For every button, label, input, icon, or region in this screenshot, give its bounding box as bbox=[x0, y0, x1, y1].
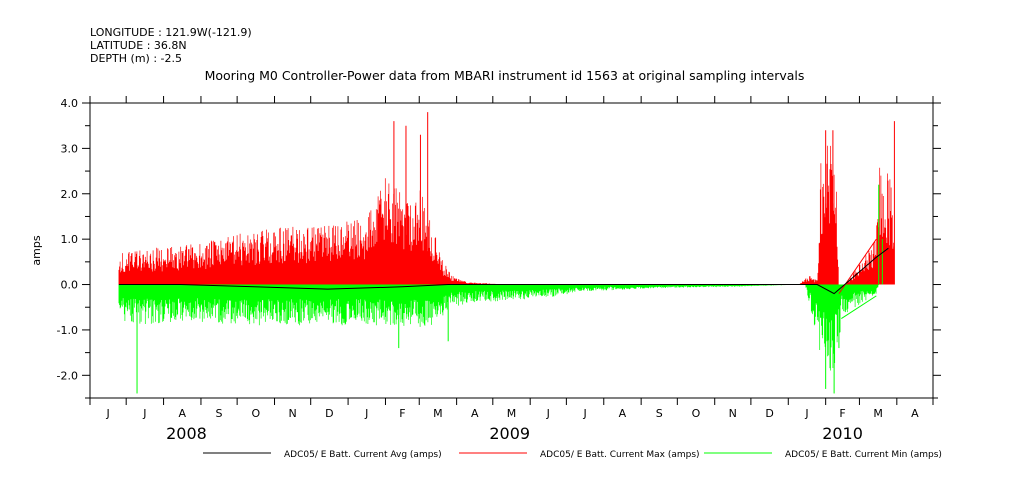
x-month-label: O bbox=[692, 407, 701, 420]
x-month-label: J bbox=[804, 407, 808, 420]
depth-label: DEPTH (m) : -2.5 bbox=[90, 52, 183, 65]
x-month-label: A bbox=[911, 407, 919, 420]
x-month-label: N bbox=[288, 407, 296, 420]
y-tick-label: 0.0 bbox=[61, 279, 79, 292]
x-month-label: D bbox=[765, 407, 773, 420]
y-tick-label: 1.0 bbox=[61, 233, 79, 246]
x-month-label: M bbox=[507, 407, 517, 420]
x-month-label: D bbox=[325, 407, 333, 420]
latitude-label: LATITUDE : 36.8N bbox=[90, 39, 187, 52]
y-axis-label: amps bbox=[30, 235, 43, 265]
x-month-label: A bbox=[619, 407, 627, 420]
x-month-label: J bbox=[105, 407, 109, 420]
x-month-label: F bbox=[399, 407, 405, 420]
chart-title: Mooring M0 Controller-Power data from MB… bbox=[204, 68, 805, 83]
x-year-label: 2008 bbox=[166, 424, 207, 443]
series-min-gap-line bbox=[841, 295, 877, 319]
x-month-label: M bbox=[873, 407, 883, 420]
series-layer bbox=[118, 112, 895, 394]
legend-label: ADC05/ E Batt. Current Min (amps) bbox=[785, 450, 942, 460]
legend-label: ADC05/ E Batt. Current Avg (amps) bbox=[284, 450, 442, 460]
legend-label: ADC05/ E Batt. Current Max (amps) bbox=[540, 450, 700, 460]
x-month-label: J bbox=[582, 407, 586, 420]
x-month-label: J bbox=[364, 407, 368, 420]
x-month-label: M bbox=[433, 407, 443, 420]
x-month-label: O bbox=[251, 407, 260, 420]
x-month-label: J bbox=[142, 407, 146, 420]
x-year-label: 2010 bbox=[822, 424, 863, 443]
x-month-label: S bbox=[656, 407, 663, 420]
y-tick-label: 3.0 bbox=[61, 142, 79, 155]
axes-layer: -2.0 -1.0 0.0 1.0 2.0 3.0 4.0 amps J J A S O N D J F M A M J… bbox=[30, 96, 941, 443]
x-month-label: J bbox=[546, 407, 550, 420]
series-avg-line bbox=[118, 247, 889, 295]
x-month-label: S bbox=[216, 407, 223, 420]
y-tick-label: 2.0 bbox=[61, 188, 79, 201]
x-month-label: F bbox=[839, 407, 845, 420]
x-month-label: A bbox=[471, 407, 479, 420]
plot-border bbox=[89, 102, 934, 399]
y-tick-label: -1.0 bbox=[57, 324, 78, 337]
longitude-label: LONGITUDE : 121.9W(-121.9) bbox=[90, 26, 252, 39]
legend: ADC05/ E Batt. Current Avg (amps) ADC05/ … bbox=[203, 450, 942, 460]
plot-frame bbox=[89, 102, 934, 399]
x-month-label: N bbox=[729, 407, 737, 420]
x-year-label: 2009 bbox=[489, 424, 530, 443]
series-min-body bbox=[118, 284, 879, 371]
series-max-body bbox=[118, 145, 895, 292]
y-tick-label: 4.0 bbox=[61, 97, 79, 110]
x-month-label: A bbox=[178, 407, 186, 420]
y-tick-label: -2.0 bbox=[57, 369, 78, 382]
